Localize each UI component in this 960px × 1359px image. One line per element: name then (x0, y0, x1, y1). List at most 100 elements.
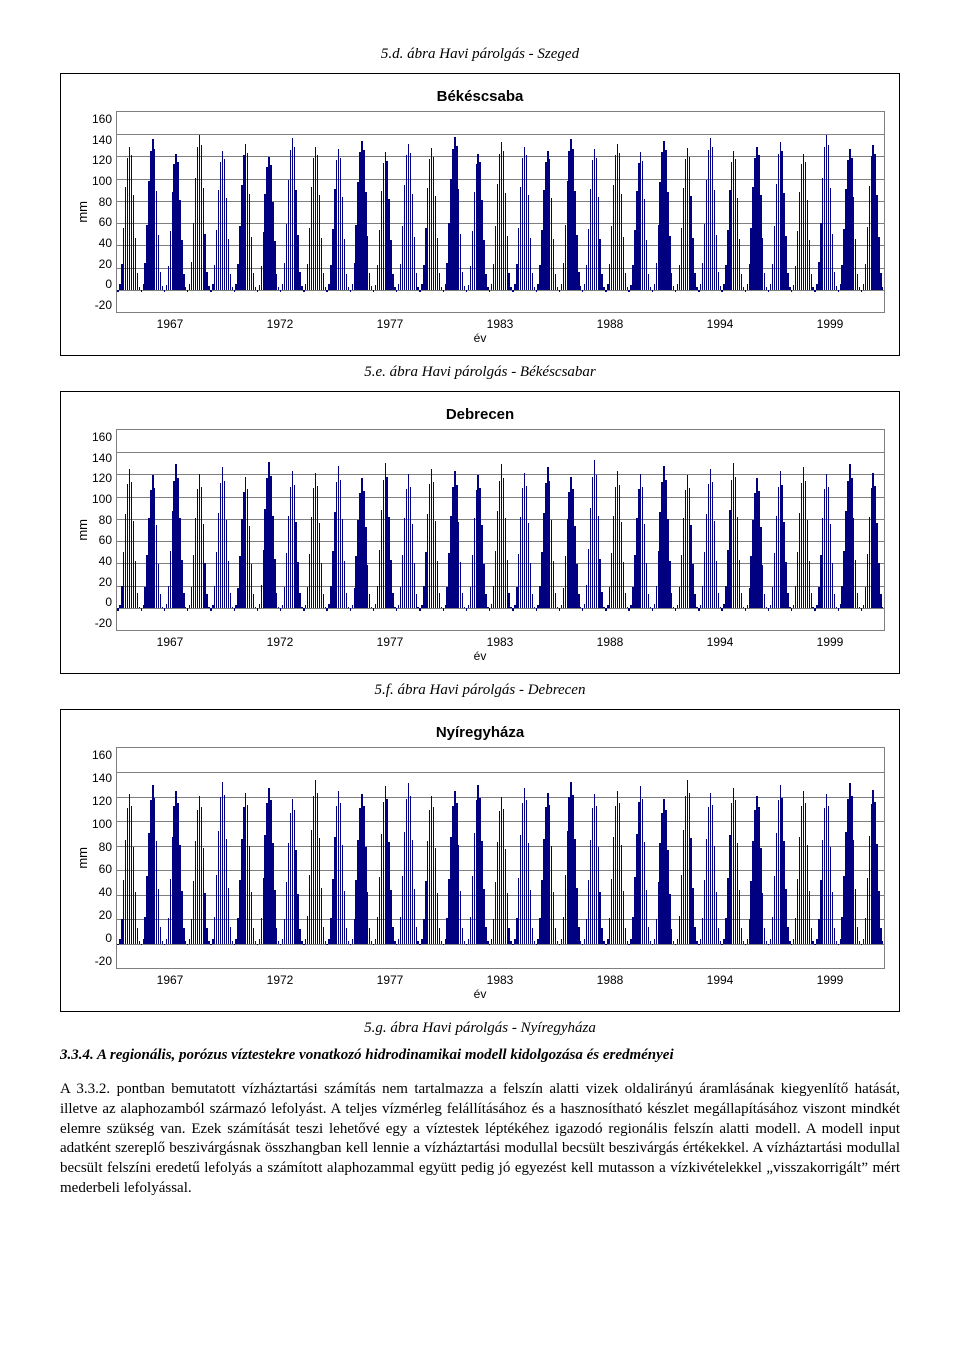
year-group (233, 748, 256, 968)
ytick-label: 140 (92, 133, 112, 147)
xticks: 1967197219771983198819941999 (115, 635, 885, 649)
xtick-label: 1967 (157, 973, 184, 987)
ytick-label: 40 (99, 236, 112, 250)
ytick-label: 20 (99, 908, 112, 922)
chart-panel: Békéscsaba mm 160140120100806040200-20 1… (60, 73, 900, 356)
year-group (419, 112, 442, 312)
xlabel: év (75, 987, 885, 1001)
year-group (396, 748, 419, 968)
bar (882, 748, 883, 968)
year-group (535, 430, 558, 630)
ytick-label: 60 (99, 533, 112, 547)
ytick-label: 60 (99, 862, 112, 876)
year-group (256, 748, 279, 968)
year-group (233, 112, 256, 312)
year-group (373, 430, 396, 630)
ytick-label: 120 (92, 471, 112, 485)
year-group (791, 430, 814, 630)
year-group (326, 112, 349, 312)
xtick-label: 1967 (157, 635, 184, 649)
year-group (349, 112, 372, 312)
year-group (628, 430, 651, 630)
chart-title: Békéscsaba (75, 88, 885, 105)
chart-title: Nyíregyháza (75, 724, 885, 741)
plot-area (116, 429, 885, 631)
xtick-label: 1977 (377, 635, 404, 649)
xticks: 1967197219771983198819941999 (115, 317, 885, 331)
xtick-label: 1994 (707, 973, 734, 987)
year-group (349, 748, 372, 968)
year-group (280, 748, 303, 968)
year-group (303, 430, 326, 630)
year-group (698, 430, 721, 630)
section-number-title: 3.3.4. A regionális, porózus víztestekre… (60, 1047, 674, 1063)
xtick-label: 1994 (707, 635, 734, 649)
year-group (651, 112, 674, 312)
ytick-label: 80 (99, 195, 112, 209)
xtick-label: 1999 (817, 317, 844, 331)
ytick-label: 40 (99, 885, 112, 899)
year-group (349, 430, 372, 630)
year-group (861, 748, 884, 968)
year-group (721, 748, 744, 968)
year-group (582, 430, 605, 630)
year-group (582, 112, 605, 312)
year-group (768, 748, 791, 968)
xtick-label: 1983 (487, 635, 514, 649)
year-group (256, 112, 279, 312)
year-group (535, 112, 558, 312)
ytick-label: 80 (99, 513, 112, 527)
year-group (280, 430, 303, 630)
year-group (675, 430, 698, 630)
year-group (744, 748, 767, 968)
year-group (373, 112, 396, 312)
year-group (582, 748, 605, 968)
bar (882, 112, 883, 312)
year-group (187, 430, 210, 630)
year-group (837, 748, 860, 968)
xticks: 1967197219771983198819941999 (115, 973, 885, 987)
year-group (814, 430, 837, 630)
year-group (605, 748, 628, 968)
plot-area (116, 747, 885, 969)
ytick-label: 100 (92, 174, 112, 188)
xtick-label: 1999 (817, 635, 844, 649)
ytick-label: 120 (92, 794, 112, 808)
year-group (791, 748, 814, 968)
year-group (837, 112, 860, 312)
ytick-label: 0 (105, 931, 112, 945)
xtick-label: 1999 (817, 973, 844, 987)
ytick-label: 160 (92, 748, 112, 762)
ytick-label: 100 (92, 817, 112, 831)
xtick-label: 1994 (707, 317, 734, 331)
year-group (721, 112, 744, 312)
xtick-label: 1988 (597, 317, 624, 331)
year-group (698, 112, 721, 312)
xlabel: év (75, 649, 885, 663)
xtick-label: 1983 (487, 317, 514, 331)
year-group (698, 748, 721, 968)
ytick-label: -20 (95, 616, 112, 630)
year-group (210, 748, 233, 968)
year-group (558, 748, 581, 968)
year-group (140, 430, 163, 630)
year-group (396, 112, 419, 312)
year-group (675, 112, 698, 312)
year-group (489, 748, 512, 968)
ytick-label: 160 (92, 430, 112, 444)
year-group (210, 430, 233, 630)
year-group (256, 430, 279, 630)
year-group (303, 112, 326, 312)
ylabel: mm (75, 847, 90, 869)
ytick-label: -20 (95, 298, 112, 312)
year-group (117, 112, 140, 312)
ylabel: mm (75, 201, 90, 223)
year-group (442, 112, 465, 312)
xlabel: év (75, 331, 885, 345)
year-group (187, 748, 210, 968)
year-group (675, 748, 698, 968)
xtick-label: 1977 (377, 973, 404, 987)
year-group (768, 430, 791, 630)
ytick-label: 20 (99, 257, 112, 271)
year-group (837, 430, 860, 630)
